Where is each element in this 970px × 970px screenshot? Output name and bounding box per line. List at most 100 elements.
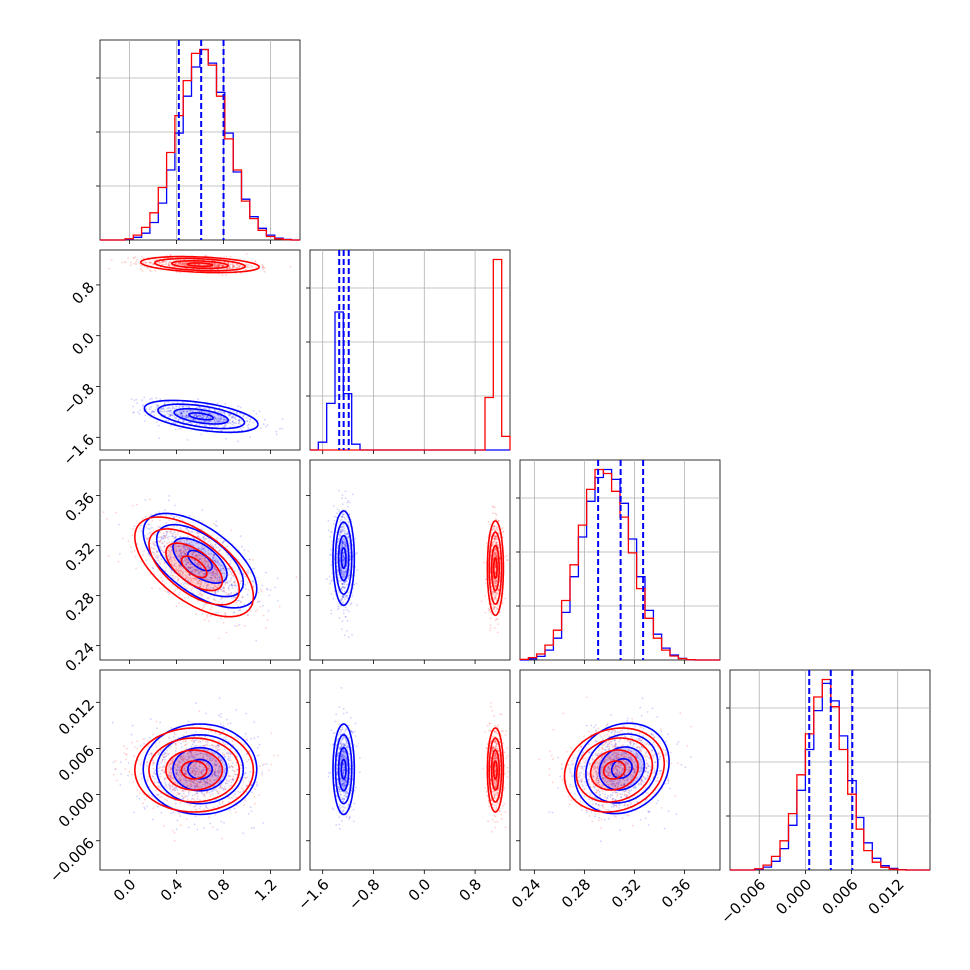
blue-scatter-point xyxy=(219,756,222,759)
blue-scatter-point xyxy=(227,422,230,424)
blue-scatter-point xyxy=(225,778,228,781)
red-scatter-point xyxy=(494,535,496,538)
blue-scatter-point xyxy=(344,529,346,532)
blue-scatter-point xyxy=(249,436,251,438)
blue-scatter-point xyxy=(227,414,230,417)
blue-scatter-point xyxy=(172,788,175,790)
red-scatter-point xyxy=(226,267,229,270)
contour-line xyxy=(143,399,259,434)
red-scatter-point xyxy=(239,272,242,274)
red-scatter-point xyxy=(489,624,492,627)
blue-scatter-point xyxy=(185,765,188,768)
red-scatter-point xyxy=(178,550,181,553)
blue-scatter-point xyxy=(341,540,344,543)
red-scatter-point xyxy=(494,570,497,573)
red-scatter-point xyxy=(183,262,186,265)
blue-scatter-point xyxy=(216,561,219,563)
blue-scatter-point xyxy=(233,422,235,424)
blue-scatter-point xyxy=(202,537,205,539)
blue-scatter-point xyxy=(188,573,191,576)
blue-scatter-point xyxy=(217,744,220,747)
blue-scatter-point xyxy=(226,567,229,570)
red-scatter-point xyxy=(262,265,264,267)
red-scatter-point xyxy=(138,527,141,530)
red-scatter-point xyxy=(206,616,209,618)
red-scatter-point xyxy=(187,572,190,575)
blue-scatter-point xyxy=(333,519,336,522)
blue-scatter-point xyxy=(170,768,173,771)
red-scatter-point xyxy=(201,558,204,560)
blue-scatter-point xyxy=(182,415,184,418)
blue-scatter-point xyxy=(163,409,166,411)
red-scatter-point xyxy=(496,541,498,544)
blue-scatter-point xyxy=(142,404,145,406)
red-scatter-point xyxy=(218,264,221,266)
blue-scatter-point xyxy=(340,526,342,529)
red-scatter-point xyxy=(230,529,233,532)
blue-scatter-point xyxy=(222,730,224,733)
blue-scatter-point xyxy=(144,420,146,422)
red-scatter-point xyxy=(497,604,499,607)
blue-scatter-point xyxy=(228,568,231,571)
red-scatter-point xyxy=(494,553,497,556)
red-scatter-point xyxy=(153,259,155,262)
blue-scatter-point xyxy=(170,739,173,742)
red-scatter-point xyxy=(223,587,226,589)
red-scatter-point xyxy=(495,584,498,587)
blue-scatter-point xyxy=(211,570,214,572)
red-scatter-point xyxy=(289,265,292,268)
blue-scatter-point xyxy=(344,544,347,547)
blue-scatter-point xyxy=(196,581,199,583)
red-scatter-point xyxy=(184,577,187,580)
blue-scatter-point xyxy=(344,586,347,589)
blue-scatter-point xyxy=(201,547,203,549)
red-scatter-point xyxy=(495,542,498,544)
red-scatter-point xyxy=(227,608,230,610)
red-scatter-point xyxy=(217,265,220,267)
blue-scatter-point xyxy=(235,412,238,414)
red-scatter-point xyxy=(493,552,496,555)
red-scatter-point xyxy=(195,531,198,534)
red-scatter-point xyxy=(204,618,206,621)
red-scatter-point xyxy=(213,587,216,589)
blue-scatter-point xyxy=(223,755,226,758)
blue-scatter-point xyxy=(344,542,347,545)
blue-scatter-point xyxy=(184,415,186,418)
red-scatter-point xyxy=(167,262,170,265)
blue-scatter-point xyxy=(339,580,342,582)
blue-scatter-point xyxy=(249,420,251,423)
red-scatter-point xyxy=(493,605,496,608)
blue-scatter-point xyxy=(239,406,242,409)
red-scatter-point xyxy=(135,567,138,570)
blue-scatter-point xyxy=(341,542,344,544)
blue-scatter-point xyxy=(159,721,162,724)
blue-scatter-point xyxy=(234,596,236,599)
blue-scatter-point xyxy=(233,807,236,810)
blue-scatter-point xyxy=(217,424,219,427)
red-scatter-point xyxy=(255,266,258,269)
blue-scatter-point xyxy=(169,530,171,533)
red-scatter-point xyxy=(249,609,252,612)
red-scatter-point xyxy=(201,594,204,597)
red-scatter-point xyxy=(169,556,172,558)
red-scatter-point xyxy=(182,550,185,553)
blue-scatter-point xyxy=(339,528,342,531)
blue-scatter-point xyxy=(347,499,350,502)
red-scatter-point xyxy=(493,606,496,608)
blue-scatter-point xyxy=(197,572,200,575)
red-scatter-point xyxy=(245,263,247,266)
blue-scatter-point xyxy=(162,538,165,540)
blue-scatter-point xyxy=(343,543,345,545)
red-scatter-point xyxy=(171,583,174,586)
blue-scatter-point xyxy=(165,514,167,516)
red-scatter-point xyxy=(225,255,228,258)
red-scatter-point xyxy=(194,554,197,556)
red-scatter-point xyxy=(497,623,500,625)
red-scatter-point xyxy=(224,583,227,586)
red-scatter-point xyxy=(494,565,496,568)
red-scatter-point xyxy=(159,261,162,264)
blue-scatter-point xyxy=(185,773,187,776)
blue-scatter-point xyxy=(203,420,206,423)
red-scatter-point xyxy=(229,267,232,269)
blue-scatter-point xyxy=(169,410,171,412)
